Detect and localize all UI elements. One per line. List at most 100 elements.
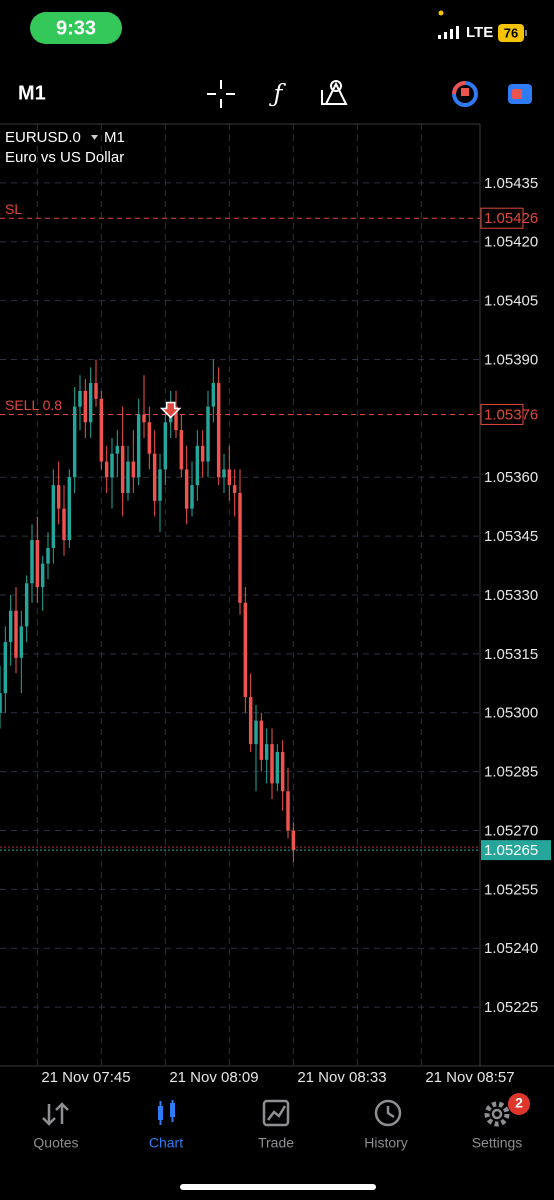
candle-body xyxy=(88,383,93,423)
y-tick-label: 1.05390 xyxy=(484,351,538,368)
nav-item[interactable]: History xyxy=(364,1135,408,1151)
battery xyxy=(498,24,524,42)
candle-body xyxy=(115,445,120,454)
nav-bar xyxy=(0,1088,554,1200)
y-tick-label: 1.05285 xyxy=(484,764,538,781)
candle-body xyxy=(264,744,269,760)
candle-body xyxy=(270,744,274,784)
symbol-name[interactable]: EURUSD.0 xyxy=(5,129,81,146)
candle-body xyxy=(131,461,136,478)
y-tick-label: 1.05315 xyxy=(484,646,538,663)
battery-level: 76 xyxy=(504,25,518,40)
x-tick-label: 21 Nov 08:33 xyxy=(297,1069,386,1086)
candle-body xyxy=(83,390,88,423)
level-price: 1.05426 xyxy=(484,210,538,227)
bid-price-tag xyxy=(481,840,551,861)
nav-icons xyxy=(42,1093,530,1127)
network-type: LTE xyxy=(466,24,493,41)
candle-body xyxy=(120,445,125,493)
y-tick-label: 1.05225 xyxy=(484,999,538,1016)
time-pill xyxy=(30,12,122,44)
candle-body xyxy=(243,602,248,698)
candle-body xyxy=(232,485,237,493)
level-price: 1.05376 xyxy=(484,406,538,423)
one-click-trading-button[interactable] xyxy=(452,81,478,107)
settings-icon xyxy=(484,1101,510,1127)
chart-icon xyxy=(158,1100,175,1125)
crosshair-button[interactable] xyxy=(207,80,235,108)
bid-price: 1.05265 xyxy=(484,842,538,859)
candle-body xyxy=(78,390,82,407)
badge xyxy=(508,1093,530,1115)
y-tick-label: 1.05360 xyxy=(484,469,538,486)
candle-body xyxy=(206,406,210,462)
nav-item[interactable]: Trade xyxy=(258,1135,294,1151)
candle-body xyxy=(136,414,141,478)
level-label: SELL 0.8 xyxy=(5,397,62,413)
nav-item[interactable]: Settings xyxy=(472,1135,523,1151)
y-tick-label: 1.05420 xyxy=(484,234,538,251)
candle-body xyxy=(3,642,8,694)
candle-body xyxy=(200,445,205,462)
candle-body xyxy=(286,791,290,831)
candle-body xyxy=(174,406,178,431)
plot-area xyxy=(0,124,480,1066)
y-tick-label: 1.05255 xyxy=(484,881,538,898)
battery-tip xyxy=(525,30,527,36)
candle-body xyxy=(94,383,98,399)
candle-body xyxy=(184,469,189,509)
candle-body xyxy=(110,453,114,478)
candle-body xyxy=(104,461,109,478)
y-tick-label: 1.05405 xyxy=(484,293,538,310)
nav-item[interactable]: Quotes xyxy=(33,1135,78,1151)
candle-body xyxy=(147,422,152,454)
candle-body xyxy=(222,469,226,478)
candle-body xyxy=(51,485,56,548)
status-time: 9:33 xyxy=(56,17,96,39)
x-tick-label: 21 Nov 08:09 xyxy=(169,1069,258,1086)
level-price-tag xyxy=(480,403,524,425)
timeframe-button[interactable]: M1 xyxy=(18,82,46,104)
y-tick-label: 1.05240 xyxy=(484,940,538,957)
trade-button[interactable] xyxy=(508,84,532,104)
x-tick-label: 21 Nov 07:45 xyxy=(41,1069,130,1086)
candle-body xyxy=(238,492,242,603)
indicators-button[interactable]: ƒ xyxy=(269,80,287,108)
candle-body xyxy=(46,547,50,564)
privacy-dot xyxy=(438,10,444,16)
symbol-dropdown[interactable] xyxy=(91,135,98,140)
quotes-icon xyxy=(42,1102,69,1126)
sell-marker xyxy=(159,401,182,419)
candle-body xyxy=(24,583,29,627)
candle-body xyxy=(280,752,285,792)
nav-item[interactable]: Chart xyxy=(149,1135,183,1151)
candle-body xyxy=(99,398,104,462)
candle-body xyxy=(158,469,162,501)
candle-body xyxy=(179,430,184,470)
candle-body xyxy=(142,414,146,423)
home-indicator xyxy=(180,1184,376,1190)
candle-body xyxy=(126,461,130,493)
candle-body xyxy=(248,697,253,745)
y-tick-label: 1.05330 xyxy=(484,587,538,604)
candle-body xyxy=(14,610,18,658)
chart-timeframe: M1 xyxy=(104,129,125,146)
trade-icon xyxy=(262,1099,290,1127)
x-tick-label: 21 Nov 08:57 xyxy=(425,1069,514,1086)
candle-body xyxy=(216,383,221,478)
candle-body xyxy=(30,540,34,584)
candle-body xyxy=(19,626,24,658)
symbol-description: Euro vs US Dollar xyxy=(5,149,124,166)
candle-body xyxy=(152,453,157,501)
candle-body xyxy=(259,720,264,760)
candle-body xyxy=(62,508,66,541)
candle-body xyxy=(72,406,77,478)
candle-body xyxy=(275,752,280,784)
level-label: SL xyxy=(5,201,22,217)
candle-body xyxy=(163,422,168,470)
candle-body xyxy=(254,720,258,745)
objects-button[interactable] xyxy=(321,80,348,105)
